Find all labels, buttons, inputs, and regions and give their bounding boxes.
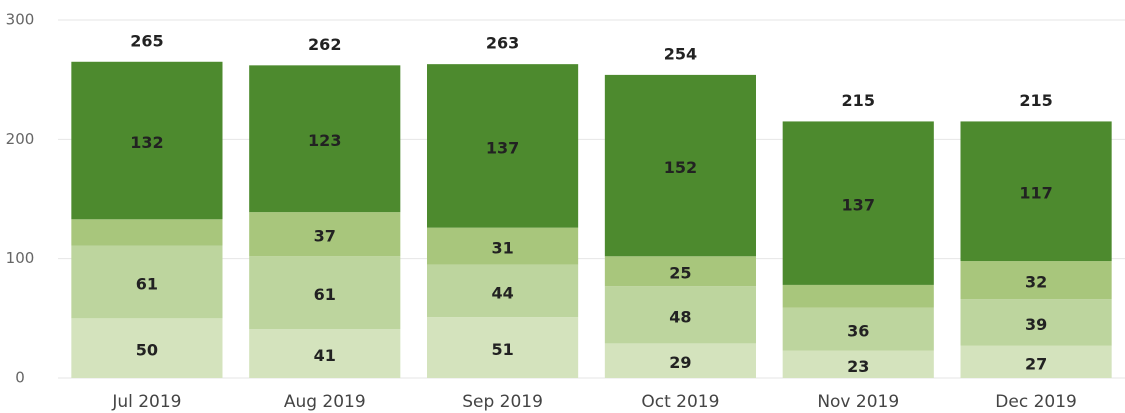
- bar-segment: [782, 350, 934, 378]
- data-label: 37: [314, 227, 336, 246]
- bar-segment: [249, 329, 401, 378]
- bar-segment: [604, 343, 756, 378]
- bar-segment: [71, 318, 223, 378]
- total-label: 215: [1019, 91, 1052, 110]
- data-label: 44: [491, 283, 513, 302]
- bar-segment: [604, 286, 756, 344]
- x-tick-label: Oct 2019: [641, 392, 719, 412]
- data-label: 29: [669, 353, 691, 372]
- data-label: 50: [136, 341, 158, 360]
- data-label: 32: [1025, 273, 1047, 292]
- bar-segment: [960, 261, 1112, 300]
- data-label: 51: [491, 340, 513, 359]
- total-label: 254: [664, 44, 697, 63]
- data-label: 61: [314, 285, 336, 304]
- data-label: 36: [847, 322, 869, 341]
- bar-segment: [249, 65, 401, 213]
- bar-segment: [604, 74, 756, 257]
- bar-segment: [427, 317, 579, 378]
- data-label: 123: [308, 131, 341, 150]
- bar-segment: [960, 299, 1112, 346]
- x-tick-label: Jul 2019: [111, 392, 181, 412]
- data-label: 117: [1019, 184, 1052, 203]
- x-tick-label: Aug 2019: [284, 392, 366, 412]
- data-label: 27: [1025, 354, 1047, 373]
- data-label: 48: [669, 307, 691, 326]
- total-label: 262: [308, 35, 341, 54]
- total-label: 263: [486, 34, 519, 53]
- y-tick-label: 0: [15, 369, 25, 387]
- bar-segment: [249, 212, 401, 257]
- x-tick-label: Sep 2019: [462, 392, 543, 412]
- bar-segment: [960, 121, 1112, 262]
- data-label: 132: [130, 133, 163, 152]
- y-tick-label: 100: [6, 249, 35, 267]
- data-label: 152: [664, 158, 697, 177]
- data-label: 137: [842, 196, 875, 215]
- data-label: 137: [486, 138, 519, 157]
- bar-segment: [782, 121, 934, 285]
- data-label: 41: [314, 346, 336, 365]
- data-label: 61: [136, 274, 158, 293]
- total-label: 215: [842, 91, 875, 110]
- x-tick-label: Dec 2019: [995, 392, 1077, 412]
- y-tick-label: 200: [6, 130, 35, 148]
- data-label: 39: [1025, 315, 1047, 334]
- bar-segment: [604, 256, 756, 287]
- bar-segment: [782, 307, 934, 351]
- data-label: 31: [491, 239, 513, 258]
- data-label: 25: [669, 264, 691, 283]
- bar-segment: [427, 264, 579, 318]
- bar-segment: [960, 345, 1112, 378]
- bar-segment: [427, 227, 579, 265]
- data-label: 23: [847, 357, 869, 376]
- bar-segment: [427, 64, 579, 228]
- y-tick-label: 300: [6, 11, 35, 29]
- bar-segment: [71, 219, 223, 246]
- bar-segment: [71, 61, 223, 220]
- x-tick-label: Nov 2019: [817, 392, 899, 412]
- bar-segment: [782, 284, 934, 308]
- total-label: 265: [130, 31, 163, 50]
- bar-segment: [71, 245, 223, 319]
- bar-segment: [249, 256, 401, 330]
